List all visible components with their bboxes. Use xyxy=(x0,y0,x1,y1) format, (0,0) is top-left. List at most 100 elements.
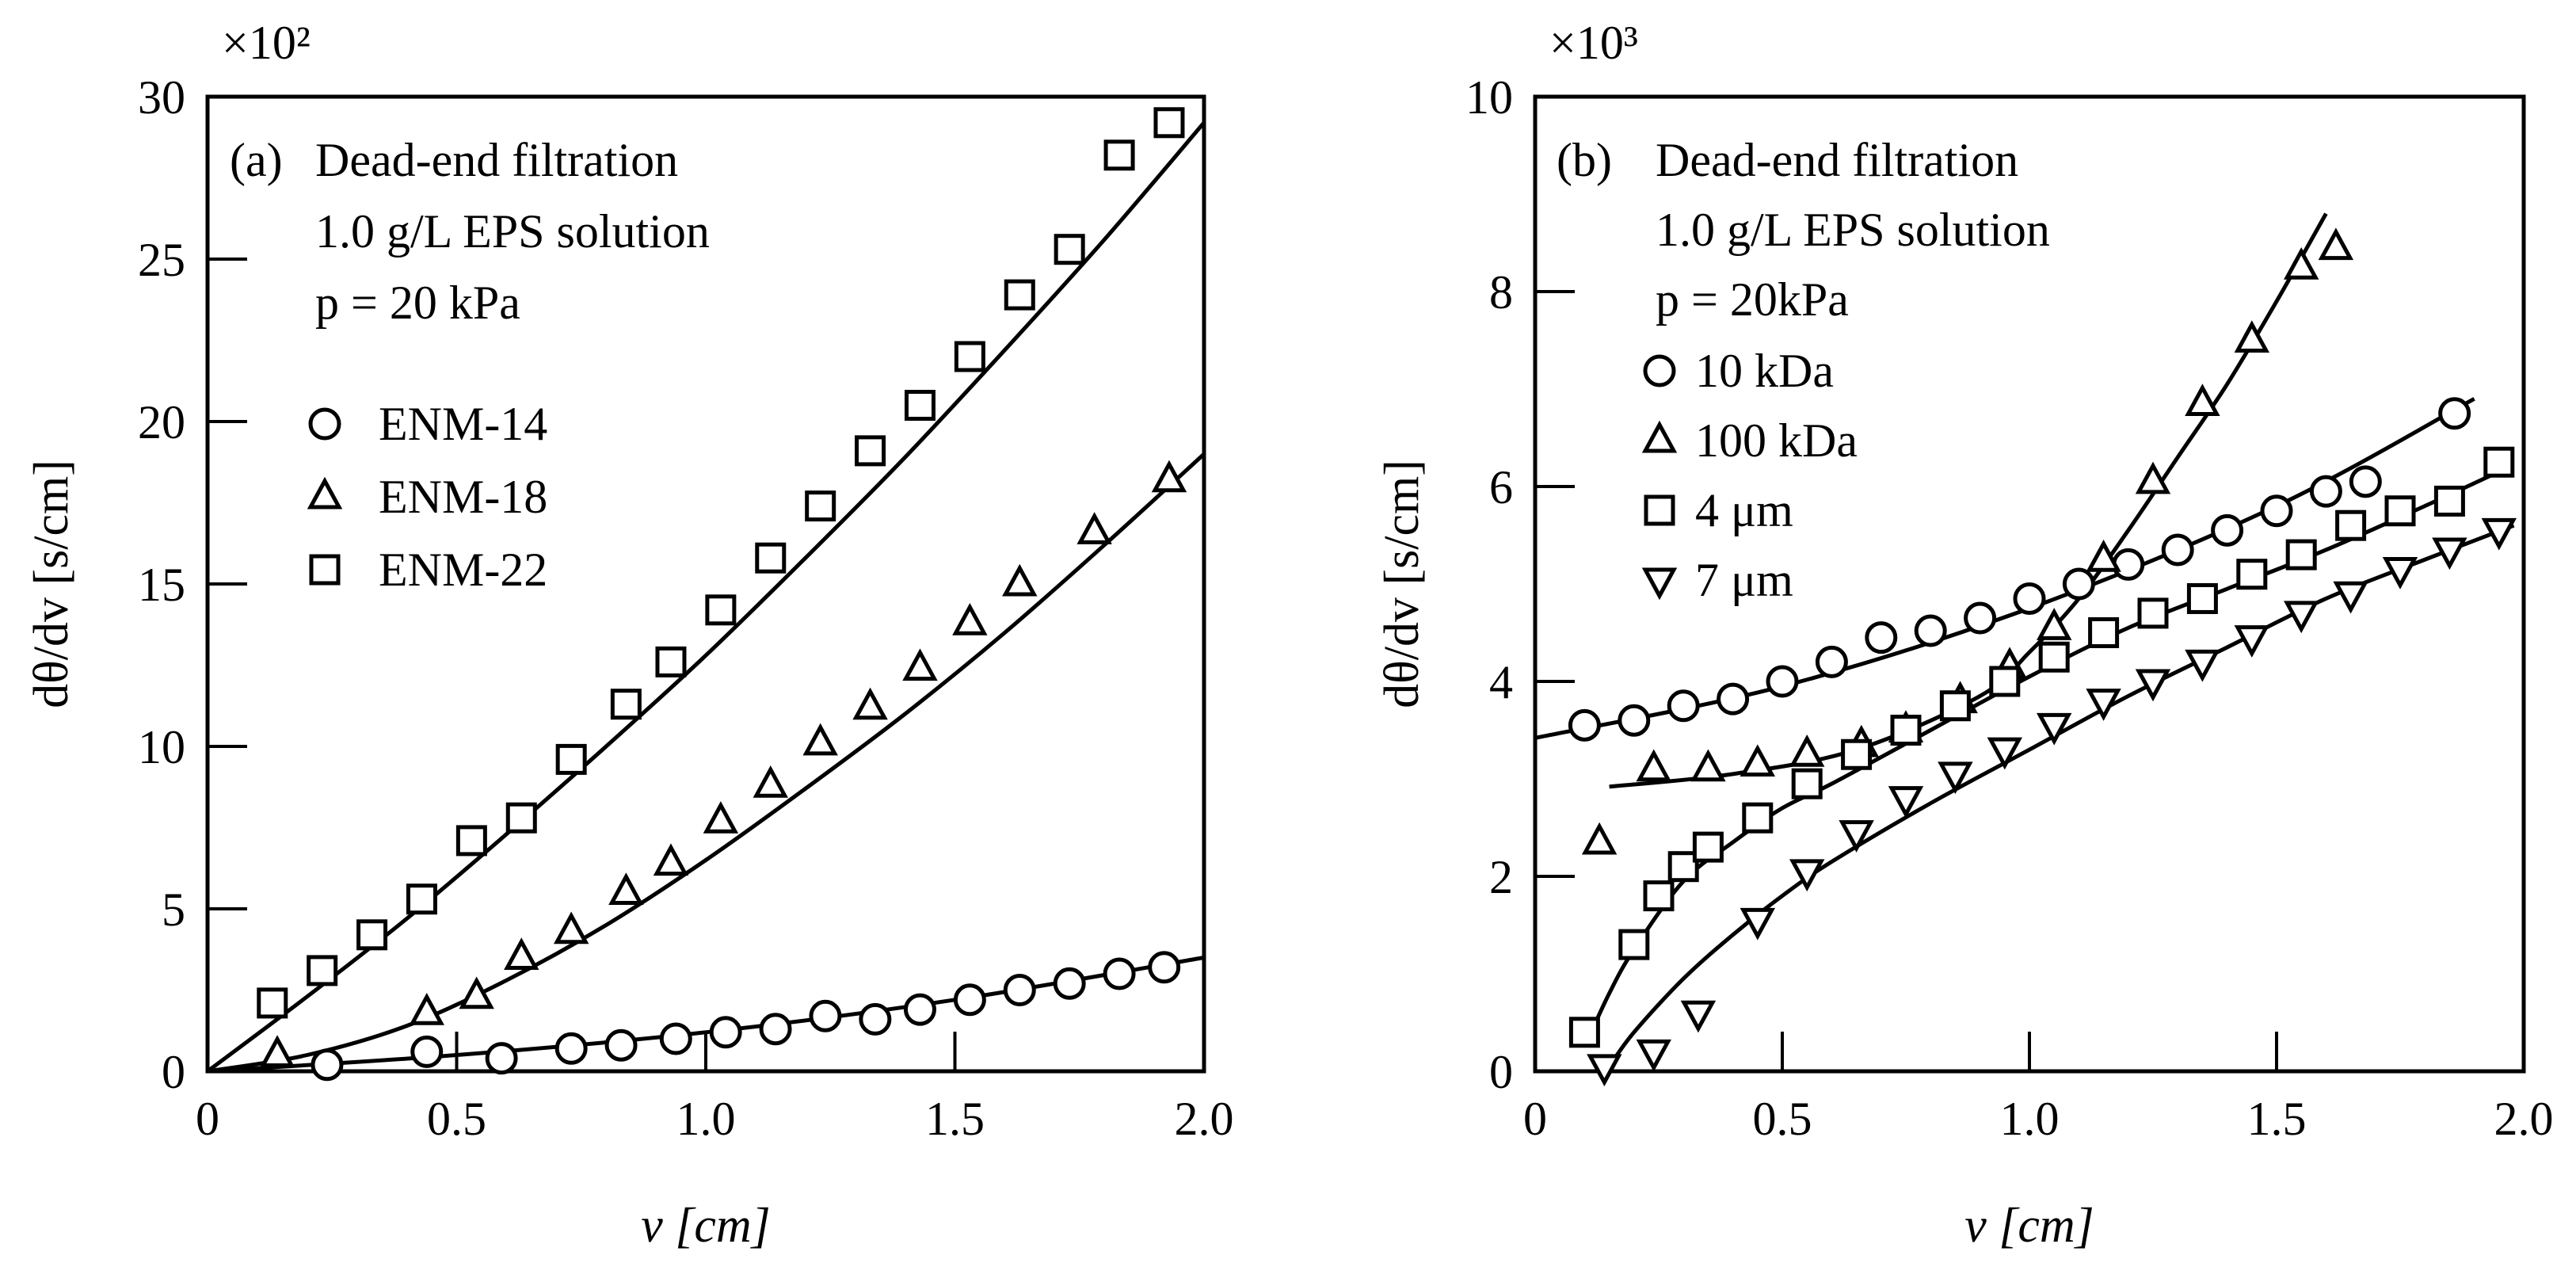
panel-label: (b) xyxy=(1557,134,1612,186)
annotation-line: p = 20kPa xyxy=(1656,273,1849,326)
data-point-series-2 xyxy=(1643,880,1675,912)
data-point-series-2 xyxy=(1103,139,1135,171)
data-point-series-0 xyxy=(2161,533,2194,567)
data-point-series-3 xyxy=(2135,669,2171,702)
data-point-series-1 xyxy=(802,723,838,756)
data-point-series-2 xyxy=(2137,597,2169,629)
data-point-series-0 xyxy=(2260,494,2293,528)
data-point-series-0 xyxy=(859,1002,892,1036)
legend-label-2: 4 μm xyxy=(1695,484,1793,536)
fit-curve-2 xyxy=(1583,465,2510,1048)
data-point-series-1 xyxy=(259,1035,295,1067)
data-point-series-1 xyxy=(608,872,644,905)
legend-label-2: ENM-22 xyxy=(379,544,547,596)
legend-marker-2 xyxy=(309,554,341,586)
x-tick-label: 1.5 xyxy=(925,1093,985,1145)
data-point-series-1 xyxy=(2036,608,2072,640)
y-tick-label: 2 xyxy=(1489,851,1513,903)
annotation-line: Dead-end filtration xyxy=(315,134,678,186)
data-point-series-0 xyxy=(1766,665,1799,698)
legend-marker-0 xyxy=(1643,354,1676,387)
data-point-series-0 xyxy=(2349,465,2382,498)
data-point-series-3 xyxy=(1636,1039,1671,1072)
y-tick-label: 8 xyxy=(1489,266,1513,319)
data-point-series-1 xyxy=(1002,563,1038,597)
data-point-series-0 xyxy=(2438,397,2471,430)
data-point-series-0 xyxy=(659,1022,692,1055)
data-point-series-2 xyxy=(1939,690,1971,722)
data-point-series-2 xyxy=(855,435,886,467)
y-tick-label: 5 xyxy=(162,883,185,936)
y-axis-title: dθ/dv [s/cm] xyxy=(25,460,78,708)
data-point-series-2 xyxy=(755,542,787,574)
data-point-series-1 xyxy=(753,765,788,798)
data-point-series-0 xyxy=(485,1042,518,1075)
legend-marker-1 xyxy=(1641,420,1678,453)
fit-curve-1 xyxy=(207,452,1206,1074)
data-point-series-0 xyxy=(953,983,986,1017)
x-tick-label: 0.5 xyxy=(427,1093,486,1145)
data-point-series-1 xyxy=(1740,744,1776,777)
exponent-label: ×10² xyxy=(222,17,311,69)
x-tick-label: 1.0 xyxy=(676,1093,736,1145)
annotation-line: p = 20 kPa xyxy=(315,277,520,329)
data-point-series-1 xyxy=(2234,320,2270,353)
data-point-series-3 xyxy=(2481,517,2517,551)
y-tick-label: 30 xyxy=(138,71,185,124)
data-point-series-0 xyxy=(903,993,936,1026)
data-point-series-3 xyxy=(1987,737,2023,770)
y-tick-label: 0 xyxy=(1489,1046,1513,1098)
data-point-series-2 xyxy=(1004,279,1035,311)
data-point-series-2 xyxy=(954,341,985,372)
panel-a: 0 0.5 1.0 1.5 2.0 0 5 10 15 20 25 30 ×10² v [cm] dθ/dv… xyxy=(25,17,1234,1253)
data-point-series-2 xyxy=(455,825,487,857)
data-point-series-1 xyxy=(2086,540,2121,572)
data-point-series-3 xyxy=(2036,712,2072,746)
y-tick-label: 15 xyxy=(138,559,185,611)
y-tick-label: 25 xyxy=(138,234,185,286)
data-point-series-0 xyxy=(2211,513,2244,547)
legend-marker-0 xyxy=(308,407,341,441)
data-point-series-1 xyxy=(1690,749,1726,782)
data-point-series-3 xyxy=(2432,537,2467,570)
data-point-series-2 xyxy=(2433,485,2465,517)
data-point-series-0 xyxy=(1568,708,1601,742)
data-point-series-2 xyxy=(1568,1017,1600,1048)
legend-label-3: 7 μm xyxy=(1695,554,1793,606)
data-point-series-1 xyxy=(2318,227,2354,261)
x-axis-title: v [cm] xyxy=(641,1199,771,1253)
data-point-series-3 xyxy=(2086,689,2121,721)
legend-label-0: 10 kDa xyxy=(1695,345,1834,397)
data-point-series-0 xyxy=(1964,601,1997,635)
legend-label-1: 100 kDa xyxy=(1695,414,1858,467)
data-point-series-1 xyxy=(1581,822,1618,855)
data-point-series-1 xyxy=(2283,247,2319,280)
data-point-series-3 xyxy=(1680,1000,1717,1033)
data-point-series-0 xyxy=(2112,548,2145,581)
data-point-series-2 xyxy=(1153,107,1185,139)
data-point-series-2 xyxy=(1742,802,1774,834)
data-point-series-2 xyxy=(2236,559,2268,590)
data-point-series-2 xyxy=(1618,929,1650,960)
data-point-series-2 xyxy=(610,689,642,720)
data-point-series-2 xyxy=(1692,831,1724,863)
legend-marker-2 xyxy=(1644,494,1675,526)
data-point-series-0 xyxy=(1053,967,1086,1000)
data-point-series-2 xyxy=(257,987,288,1019)
data-point-series-2 xyxy=(1841,738,1873,770)
data-point-series-3 xyxy=(1789,859,1825,892)
y-tick-label: 6 xyxy=(1489,461,1513,513)
data-point-series-2 xyxy=(1989,666,2021,697)
fit-curve-0 xyxy=(207,956,1205,1074)
data-point-series-1 xyxy=(902,648,938,681)
data-point-series-1 xyxy=(653,843,689,876)
x-tick-label: 1.0 xyxy=(2000,1093,2060,1145)
legend-label-1: ENM-18 xyxy=(379,471,547,523)
data-point-series-2 xyxy=(2335,509,2367,541)
y-axis-title: dθ/dv [s/cm] xyxy=(1375,460,1429,708)
data-point-series-0 xyxy=(554,1032,588,1065)
data-point-series-3 xyxy=(1839,820,1874,853)
x-tick-label: 0 xyxy=(196,1093,219,1145)
legend-marker-1 xyxy=(307,476,343,509)
